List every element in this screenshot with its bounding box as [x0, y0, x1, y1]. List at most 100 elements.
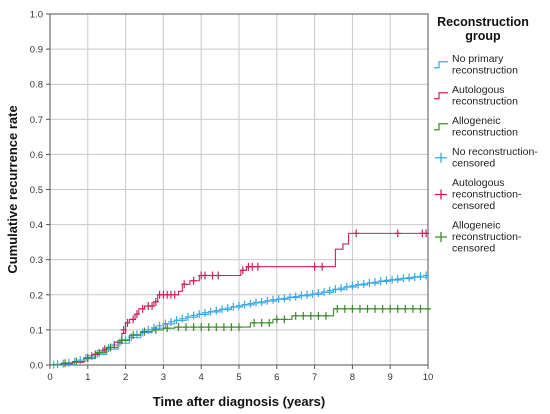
censor-mark-autologous	[124, 318, 131, 327]
legend-entry-text: reconstruction-	[452, 189, 522, 201]
censor-mark-allogeneic	[96, 348, 103, 357]
y-tick-label: 0.6	[30, 150, 43, 161]
x-tick-label: 3	[161, 372, 166, 383]
censor-mark-autologous	[254, 262, 261, 271]
legend-entry-text: reconstruction	[452, 96, 518, 108]
censor-mark-no_primary	[281, 294, 288, 303]
x-tick-label: 4	[199, 372, 204, 383]
censor-mark-no_primary	[343, 282, 350, 291]
censor-mark-no_primary	[230, 302, 237, 311]
censor-mark-autologous	[319, 262, 326, 271]
legend-censor-swatch	[435, 152, 447, 163]
x-tick-label: 8	[350, 372, 355, 383]
censor-mark-no_primary	[145, 325, 152, 334]
censor-mark-no_primary	[304, 290, 311, 299]
censor-mark-autologous	[152, 297, 159, 306]
censor-mark-allogeneic	[425, 304, 431, 313]
censor-mark-allogeneic	[175, 323, 182, 332]
series-no_primary	[50, 271, 430, 369]
y-tick-label: 0.0	[30, 361, 43, 372]
x-tick-label: 0	[47, 372, 52, 383]
censor-mark-no_primary	[167, 317, 174, 326]
legend-entry-text: Allogeneic	[452, 115, 500, 127]
axis-ticks: 0 1 2 3 4 5 6 7 8 9 10 0.0 0.1 0.2 0.3 0.4 0.5 0.6 0.7 0.8 0…	[30, 10, 434, 384]
legend-entry-text: reconstruction-	[452, 231, 522, 243]
y-tick-label: 0.1	[30, 325, 43, 336]
legend-entry-text: No primary	[452, 53, 504, 65]
censor-mark-no_primary	[423, 271, 430, 280]
censor-mark-no_primary	[383, 276, 390, 285]
censor-mark-allogeneic	[292, 311, 299, 320]
y-tick-label: 0.3	[30, 255, 43, 266]
censor-mark-no_primary	[338, 284, 345, 293]
legend-title: Reconstruction	[437, 15, 529, 29]
legend-entry-text: Autologous	[452, 84, 505, 96]
step-line-allogeneic	[50, 308, 428, 366]
censor-mark-no_primary	[133, 330, 140, 339]
censor-mark-allogeneic	[62, 359, 69, 368]
y-tick-label: 0.2	[30, 290, 43, 301]
censor-mark-allogeneic	[213, 323, 220, 332]
censor-mark-allogeneic	[341, 304, 348, 313]
censor-mark-allogeneic	[198, 323, 205, 332]
censor-mark-autologous	[181, 280, 188, 289]
legend-entry-text: Allogeneic	[452, 220, 500, 232]
censor-mark-allogeneic	[258, 318, 265, 327]
censor-mark-no_primary	[417, 272, 424, 281]
censor-mark-allogeneic	[334, 304, 341, 313]
censor-mark-no_primary	[275, 295, 282, 304]
censor-mark-allogeneic	[130, 331, 137, 340]
censor-mark-autologous	[423, 229, 430, 238]
censor-mark-no_primary	[315, 289, 322, 298]
legend-line-swatch	[434, 123, 448, 131]
censor-mark-no_primary	[184, 312, 191, 321]
legend-entry-text: reconstruction	[452, 65, 518, 77]
censor-mark-allogeneic	[322, 311, 329, 320]
censor-mark-autologous	[120, 325, 127, 334]
censor-mark-allogeneic	[281, 315, 288, 324]
y-axis-label: Cumulative recurrence rate	[5, 105, 20, 273]
censor-mark-no_primary	[298, 291, 305, 300]
censor-mark-allogeneic	[73, 357, 80, 366]
censor-mark-no_primary	[332, 285, 339, 294]
series-allogeneic	[50, 304, 431, 368]
censor-mark-no_primary	[162, 319, 169, 328]
censor-mark-no_primary	[400, 274, 407, 283]
censor-mark-allogeneic	[205, 323, 212, 332]
x-tick-label: 1	[85, 372, 90, 383]
censor-mark-allogeneic	[236, 323, 242, 332]
censor-mark-no_primary	[406, 273, 413, 282]
censor-mark-allogeneic	[300, 311, 307, 320]
legend-line-swatch	[434, 92, 448, 100]
censor-mark-autologous	[209, 271, 216, 280]
censor-mark-no_primary	[207, 307, 214, 316]
censor-mark-allogeneic	[356, 304, 363, 313]
censor-mark-autologous	[149, 302, 156, 311]
series-group	[50, 229, 431, 369]
censor-mark-no_primary	[309, 290, 316, 299]
censor-mark-autologous	[215, 271, 222, 280]
censor-mark-no_primary	[122, 335, 129, 344]
x-axis-label: Time after diagnosis (years)	[153, 394, 325, 409]
censor-mark-allogeneic	[349, 304, 356, 313]
censor-mark-no_primary	[213, 306, 220, 315]
y-tick-label: 1.0	[30, 10, 43, 21]
censor-mark-no_primary	[201, 308, 208, 317]
censor-mark-allogeneic	[315, 311, 322, 320]
x-tick-label: 10	[423, 372, 434, 383]
censor-mark-allogeneic	[190, 323, 197, 332]
legend-title: group	[465, 29, 501, 43]
x-tick-label: 5	[236, 372, 241, 383]
censor-mark-autologous	[201, 271, 208, 280]
censor-mark-autologous	[133, 310, 140, 319]
censor-mark-allogeneic	[307, 311, 314, 320]
x-tick-label: 9	[388, 372, 393, 383]
legend-censor-swatch	[435, 232, 447, 242]
censor-mark-autologous	[249, 262, 256, 271]
censor-mark-allogeneic	[417, 304, 424, 313]
x-tick-label: 2	[123, 372, 128, 383]
legend-line-swatch	[434, 61, 448, 69]
censor-mark-allogeneic	[118, 336, 125, 345]
censor-mark-no_primary	[394, 275, 401, 284]
